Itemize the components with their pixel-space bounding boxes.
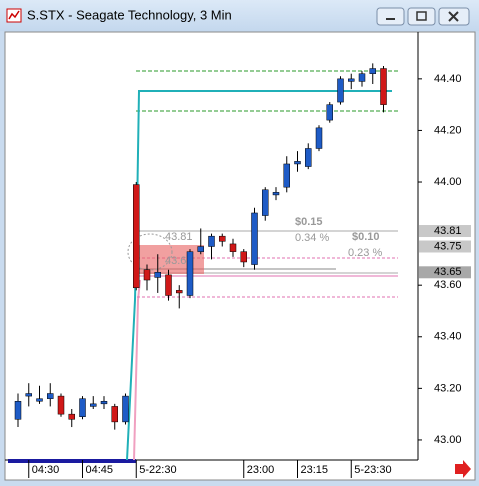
candle-body [133, 184, 140, 289]
candle-body [337, 78, 344, 103]
y-tick-label: 43.20 [434, 382, 462, 394]
candle-body [36, 398, 43, 402]
annotation: 43.64 [165, 255, 193, 267]
candle-body [229, 243, 237, 252]
close-icon [448, 11, 459, 22]
candle-body [315, 127, 323, 149]
candle-body [111, 406, 118, 423]
candle-body [143, 269, 151, 281]
annotation: $0.15 [295, 216, 323, 228]
y-tick-label: 44.00 [434, 176, 462, 188]
annotation: 0.34 % [295, 232, 329, 244]
price-marker [419, 266, 471, 279]
candle-body [186, 251, 194, 296]
annotation: $0.10 [352, 231, 380, 243]
minimize-button[interactable] [376, 7, 405, 26]
candle-body [251, 212, 258, 265]
annotations: $0.15 0.34 % $0.10 0.23 % 43.81 43.64 [165, 216, 382, 267]
scroll-arrow[interactable] [455, 460, 471, 478]
x-tick-label: 5-22:30 [139, 464, 176, 476]
window-buttons[interactable] [376, 7, 470, 26]
candle-body [358, 73, 366, 82]
candle-body [122, 395, 129, 423]
price-marker-label: 43.65 [434, 266, 462, 278]
x-tick-label: 04:30 [32, 464, 60, 476]
candle-body [294, 161, 301, 165]
x-tick-label: 04:45 [86, 464, 114, 476]
price-marker [419, 240, 471, 253]
candle-body [219, 235, 226, 242]
y-tick-label: 43.00 [434, 434, 462, 446]
candle-body [326, 104, 333, 121]
price-marker-label: 43.75 [434, 240, 462, 252]
app-icon-line [8, 10, 20, 20]
candle-body [272, 192, 280, 196]
x-tick-label: 5-23:30 [354, 464, 391, 476]
y-tick-label: 44.40 [434, 73, 462, 85]
x-tick-label: 23:00 [247, 464, 275, 476]
candle-body [176, 290, 183, 294]
price-marker-label: 43.81 [434, 225, 462, 237]
session-bar [8, 459, 136, 463]
candle-body [305, 148, 312, 167]
candle-body [79, 398, 86, 417]
candle-body [57, 395, 65, 415]
candle-body [380, 68, 387, 105]
selection-ellipse [127, 233, 173, 271]
price-marker [419, 225, 471, 238]
x-tick-label: 23:15 [301, 464, 329, 476]
y-tick-label: 43.60 [434, 279, 462, 291]
y-tick-label: 44.20 [434, 124, 462, 136]
candle-body [369, 68, 376, 74]
candle-body [154, 272, 161, 278]
candle-body [262, 189, 269, 216]
candle-body [14, 401, 22, 420]
chart-area [4, 31, 476, 481]
window-title: S.STX - Seagate Technology, 3 Min [27, 7, 232, 22]
maximize-button[interactable] [407, 7, 436, 26]
maximize-icon [416, 11, 427, 21]
candle-body [100, 401, 108, 405]
candle-body [47, 393, 54, 399]
annotation: 43.81 [165, 231, 193, 243]
annotation: 0.23 % [348, 247, 382, 259]
candle-body [348, 78, 355, 82]
candle-body [240, 251, 247, 263]
candle-body [165, 274, 172, 296]
candle-body [68, 413, 75, 420]
minimize-icon [386, 18, 395, 20]
candle-body [90, 403, 97, 407]
candle-body [197, 246, 204, 252]
candle-body [25, 393, 32, 397]
candle-body [283, 163, 290, 188]
y-tick-label: 43.40 [434, 331, 462, 343]
candle-body [208, 235, 215, 247]
